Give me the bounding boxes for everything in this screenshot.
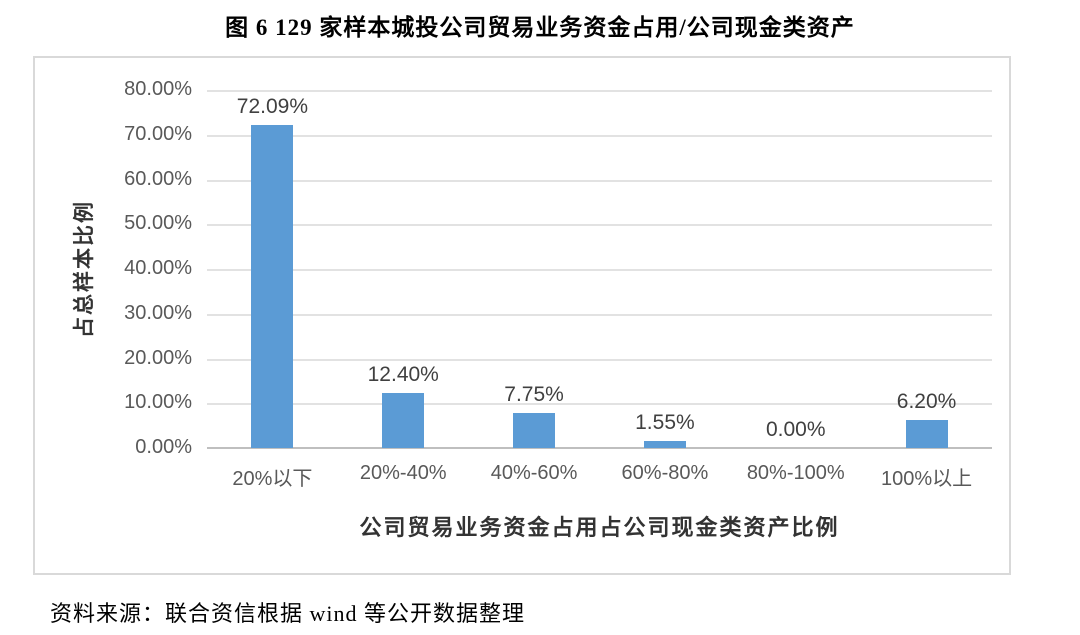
x-tick-label: 20%以下	[232, 468, 313, 490]
bar-value-label: 12.40%	[367, 363, 439, 386]
gridline	[207, 313, 992, 316]
gridline	[207, 269, 992, 271]
y-tick-label: 50.00%	[124, 212, 192, 235]
x-axis-title: 公司贸易业务资金占用占公司现金类资产比例	[359, 515, 840, 540]
x-tick-label: 20%-40%	[359, 462, 447, 484]
y-tick-label: 60.00%	[124, 167, 192, 190]
bar-value-label: 72.09%	[236, 95, 309, 118]
bar-value-label: 1.55%	[635, 411, 695, 434]
source-note: 资料来源：联合资信根据 wind 等公开数据整理	[50, 601, 526, 626]
x-axis-line	[207, 447, 992, 449]
x-tick-label: 60%-80%	[621, 462, 709, 484]
bar	[643, 441, 686, 448]
bar	[251, 125, 294, 448]
x-tick-label: 40%-60%	[490, 462, 578, 484]
bar-value-label: 0.00%	[765, 418, 826, 441]
gridline	[207, 358, 992, 361]
bar	[905, 420, 948, 448]
y-tick-label: 0.00%	[135, 436, 192, 458]
gridline	[207, 403, 992, 406]
plot-area: 72.09% 12.40% 7.75% 1.55% 0.00% 6.20%	[207, 90, 992, 449]
y-tick-label: 30.00%	[124, 301, 192, 324]
gridline	[207, 224, 992, 227]
bar	[513, 413, 556, 448]
y-axis-tick-labels: 0.00% 10.00% 20.00% 30.00% 40.00% 50.00% 60.00…	[35, 78, 192, 458]
x-tick-label: 100%以上	[880, 468, 973, 490]
y-tick-label: 20.00%	[124, 346, 192, 369]
bar	[382, 393, 425, 448]
y-tick-label: 10.00%	[124, 391, 192, 414]
bar-value-label: 7.75%	[504, 383, 564, 406]
y-tick-label: 70.00%	[124, 122, 192, 145]
gridline	[207, 90, 992, 92]
chart-frame: 占总样本比例 0.00% 10.00% 20.00% 30.00% 40.00% 50.0…	[33, 56, 1011, 575]
gridline	[207, 134, 992, 137]
gridline	[207, 179, 992, 182]
figure-title: 图 6 129 家样本城投公司贸易业务资金占用/公司现金类资产	[225, 15, 855, 40]
x-tick-label: 80%-100%	[746, 462, 845, 484]
y-tick-label: 40.00%	[124, 257, 192, 279]
y-tick-label: 80.00%	[124, 78, 192, 100]
x-axis-tick-labels: 20%以下 20%-40% 40%-60% 60%-80% 80%-100% 100%以上	[207, 462, 992, 494]
bar-value-label: 6.20%	[896, 390, 957, 413]
